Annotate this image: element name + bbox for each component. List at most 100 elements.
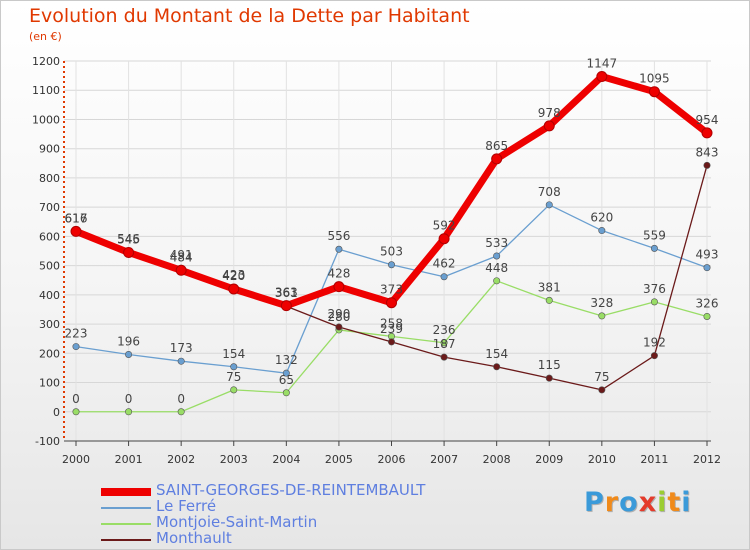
data-point [177, 357, 185, 365]
x-tick-label: 2002 [167, 453, 195, 466]
data-label: 75 [226, 370, 241, 384]
data-point [125, 350, 133, 358]
data-label: 616 [65, 212, 88, 226]
data-point [72, 408, 80, 416]
logo-letter: t [667, 487, 682, 518]
data-label: 592 [433, 219, 456, 233]
x-tick-label: 2011 [640, 453, 668, 466]
data-label: 115 [538, 358, 561, 372]
data-point [282, 389, 290, 397]
data-label: 75 [594, 370, 609, 384]
data-point [386, 297, 397, 309]
x-tick-label: 2012 [693, 453, 721, 466]
data-label: 196 [117, 334, 140, 348]
y-tick-label: 700 [39, 201, 60, 214]
data-point [545, 374, 553, 382]
data-point [335, 323, 343, 331]
data-label: 843 [696, 145, 719, 159]
data-label: 154 [485, 347, 508, 361]
logo-letter: P [584, 487, 605, 518]
data-point [230, 386, 238, 394]
legend-swatch [101, 507, 151, 509]
data-label: 620 [590, 211, 613, 225]
data-point [70, 225, 82, 237]
data-point [230, 363, 238, 371]
y-tick-label: 400 [39, 289, 60, 302]
y-tick-label: 900 [39, 143, 60, 156]
data-point [280, 300, 292, 312]
x-tick-label: 2008 [483, 453, 511, 466]
legend-swatch [101, 488, 151, 496]
data-point [175, 264, 187, 276]
data-label: 326 [696, 296, 719, 310]
data-label: 954 [696, 113, 719, 127]
data-point [545, 201, 553, 209]
data-point [282, 369, 290, 377]
data-label: 423 [222, 268, 245, 282]
data-label: 0 [72, 392, 80, 406]
data-point [545, 296, 553, 304]
x-tick-label: 2004 [272, 453, 300, 466]
data-label: 290 [327, 307, 350, 321]
data-label: 154 [222, 347, 245, 361]
data-label: 223 [65, 327, 88, 341]
data-point [387, 261, 395, 269]
legend-label: Montjoie-Saint-Martin [156, 513, 318, 531]
logo-letter: x [638, 487, 658, 518]
y-tick-label: 300 [39, 318, 60, 331]
data-point [598, 386, 606, 394]
data-label: 708 [538, 185, 561, 199]
data-point [703, 161, 711, 169]
data-point [72, 343, 80, 351]
data-point [333, 281, 345, 293]
data-label: 173 [170, 341, 193, 355]
data-label: 559 [643, 228, 666, 242]
data-point [335, 245, 343, 253]
y-tick-label: 0 [53, 406, 60, 419]
data-point [703, 312, 711, 320]
data-label: 192 [643, 336, 666, 350]
data-label: 1147 [587, 56, 618, 70]
data-point [598, 227, 606, 235]
data-label: 258 [380, 316, 403, 330]
data-label: 65 [279, 373, 294, 387]
legend-label: Monthault [156, 529, 232, 547]
data-label: 617 [65, 211, 88, 225]
data-label: 491 [170, 248, 193, 262]
y-tick-label: 1000 [32, 113, 60, 126]
data-label: 239 [380, 322, 403, 336]
data-label: 373 [380, 283, 403, 297]
data-label: 448 [485, 261, 508, 275]
x-tick-label: 2007 [430, 453, 458, 466]
y-tick-label: 500 [39, 260, 60, 273]
data-point [387, 338, 395, 346]
data-label: 546 [117, 232, 140, 246]
y-tick-label: 1100 [32, 84, 60, 97]
data-label: 978 [538, 106, 561, 120]
y-tick-label: 600 [39, 230, 60, 243]
y-tick-label: 200 [39, 347, 60, 360]
data-point [703, 264, 711, 272]
data-point [125, 408, 133, 416]
legend-swatch [101, 523, 151, 525]
data-point [440, 339, 448, 347]
data-point [438, 233, 450, 245]
logo-letter: i [657, 487, 668, 518]
chart-subtitle: (en €) [29, 30, 62, 43]
data-label: 236 [433, 323, 456, 337]
data-point [493, 277, 501, 285]
data-label: 1095 [639, 72, 670, 86]
x-tick-label: 2010 [588, 453, 616, 466]
data-label: 493 [696, 248, 719, 262]
data-label: 484 [170, 250, 193, 264]
data-point [491, 153, 503, 165]
data-point [493, 363, 501, 371]
data-label: 503 [380, 245, 403, 259]
data-point [648, 86, 660, 98]
data-label: 381 [538, 280, 561, 294]
chart-title: Evolution du Montant de la Dette par Hab… [29, 5, 470, 27]
data-point [228, 283, 240, 295]
y-tick-label: -100 [35, 435, 60, 448]
data-label: 428 [327, 267, 350, 281]
y-tick-label: 800 [39, 172, 60, 185]
